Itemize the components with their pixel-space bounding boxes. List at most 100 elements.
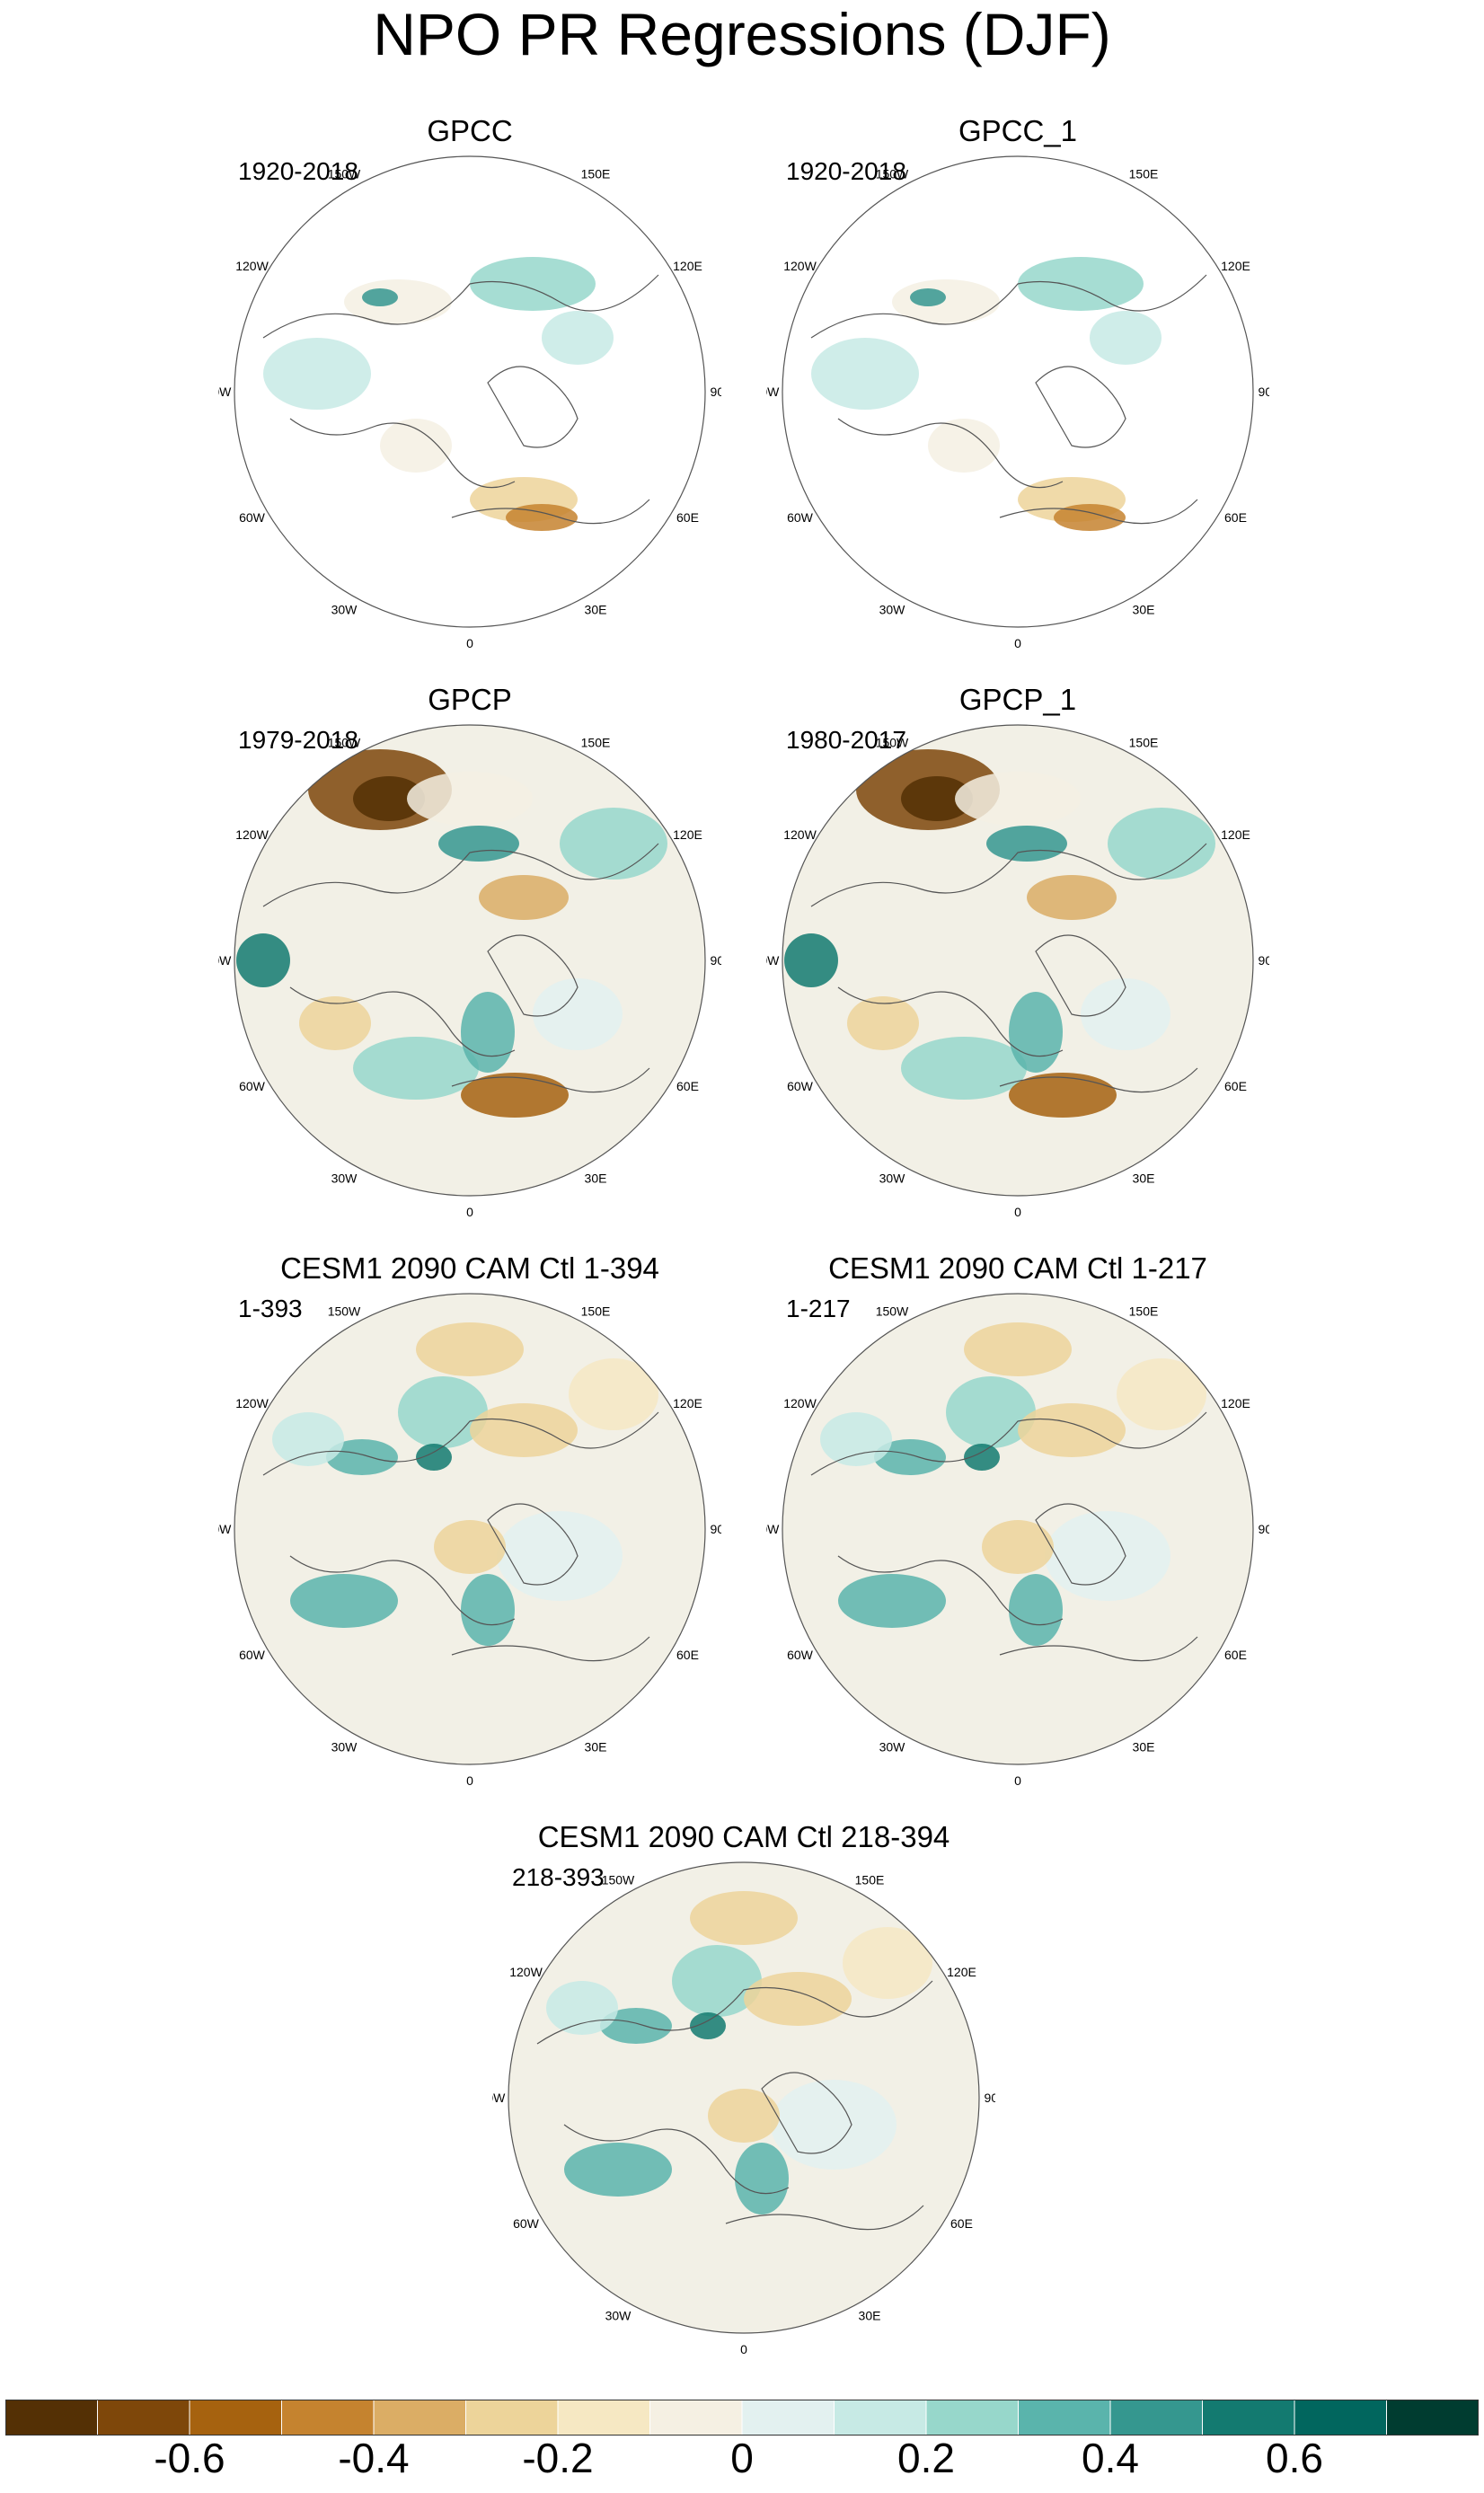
longitude-label: 30W	[879, 1171, 906, 1185]
longitude-label: 120E	[673, 827, 702, 842]
colorbar-tick-label: -0.2	[522, 2435, 594, 2481]
anomaly-shading	[1081, 978, 1170, 1050]
panel-period: 1979-2018	[238, 726, 358, 754]
panel-period: 1980-2017	[786, 726, 906, 754]
longitude-label: 120E	[673, 259, 702, 273]
anomaly-shading	[600, 2008, 672, 2044]
longitude-label: 150E	[855, 1873, 885, 1887]
colorbar-segment	[649, 2400, 743, 2436]
colorbar-segment	[465, 2400, 559, 2436]
anomaly-shading	[1018, 257, 1144, 311]
colorbar-segment	[1294, 2400, 1387, 2436]
anomaly-shading	[546, 1981, 618, 2035]
longitude-label: 60E	[1224, 1079, 1247, 1093]
polar-map: 180150E120E90E60E30E030W60W90W120W150W	[218, 1293, 721, 1788]
panel-period: 1-393	[238, 1295, 303, 1322]
longitude-label: 30E	[1133, 1171, 1155, 1185]
coastline	[536, 1980, 933, 2231]
colorbar-tick-label: 0.6	[1266, 2435, 1323, 2481]
colorbar-segment	[741, 2400, 835, 2436]
anomaly-shading	[470, 257, 596, 311]
map-boundary	[782, 155, 1254, 628]
panel-period: 1-217	[786, 1295, 851, 1322]
anomaly-shading	[735, 2143, 789, 2215]
longitude-label: 60W	[239, 1648, 266, 1662]
colorbar-tick-label: 0.4	[1082, 2435, 1139, 2481]
longitude-label: 60E	[1224, 1648, 1247, 1662]
anomaly-shading	[416, 1322, 524, 1376]
panel-period: 1920-2018	[786, 157, 906, 185]
longitude-label: 30E	[1133, 1739, 1155, 1754]
colorbar	[5, 2400, 1479, 2436]
anomaly-shading	[263, 338, 371, 410]
longitude-label: 150E	[1129, 1304, 1159, 1319]
longitude-label: 90W	[218, 385, 232, 399]
longitude-label: 60E	[950, 2216, 973, 2231]
panel-title: GPCC	[427, 114, 513, 147]
longitude-label: 60E	[676, 1648, 699, 1662]
polar-map: 180150E120E90E60E30E030W60W90W120W150W	[218, 724, 721, 1219]
longitude-label: 150E	[581, 1304, 611, 1319]
coastline	[810, 843, 1207, 1093]
anomaly-shading	[533, 978, 623, 1050]
colorbar-segment	[1202, 2400, 1295, 2436]
map-panel: GPCC_11920-2018180150E120E90E60E30E030W6…	[766, 113, 1269, 652]
polar-map: 180150E120E90E60E30E030W60W90W120W150W	[766, 724, 1269, 1219]
longitude-label: 150W	[876, 736, 909, 750]
map-panel: CESM1 2090 CAM Ctl 1-3941-393180150E120E…	[218, 1251, 721, 1790]
anomaly-shading	[236, 933, 290, 987]
longitude-label: 120W	[783, 1396, 817, 1410]
anomaly-shading	[461, 992, 515, 1073]
longitude-label: 150W	[328, 167, 361, 181]
coastline	[810, 274, 1207, 525]
figure-title: NPO PR Regressions (DJF)	[373, 1, 1111, 67]
anomaly-shading	[1108, 808, 1215, 880]
longitude-label: 0	[1014, 1773, 1021, 1788]
anomaly-shading	[380, 419, 452, 473]
anomaly-shading	[1009, 1073, 1117, 1118]
coastline	[262, 843, 659, 1093]
longitude-label: 90W	[766, 953, 780, 968]
longitude-label: 90E	[985, 2091, 995, 2105]
anomaly-shading	[901, 1037, 1027, 1100]
anomaly-shading	[784, 933, 838, 987]
longitude-label: 120W	[235, 827, 269, 842]
longitude-label: 60W	[787, 510, 814, 525]
anomaly-shading	[986, 826, 1067, 862]
map-boundary	[508, 1861, 980, 2334]
anomaly-shading	[1009, 992, 1063, 1073]
anomaly-shading	[843, 1927, 932, 1999]
longitude-label: 150W	[876, 167, 909, 181]
anomaly-shading	[353, 1037, 479, 1100]
anomaly-shading	[479, 875, 569, 920]
longitude-label: 90E	[711, 385, 721, 399]
map-panel: CESM1 2090 CAM Ctl 218-394218-393180150E…	[492, 1819, 995, 2358]
longitude-label: 150W	[328, 1304, 361, 1319]
colorbar-frame	[5, 2400, 1479, 2436]
longitude-label: 150E	[1129, 167, 1159, 181]
longitude-label: 120E	[1221, 1396, 1250, 1410]
longitude-label: 60W	[239, 1079, 266, 1093]
longitude-label: 150E	[1129, 736, 1159, 750]
longitude-label: 90W	[218, 1522, 232, 1536]
anomaly-shading	[690, 1891, 798, 1945]
polar-map: 180150E120E90E60E30E030W60W90W120W150W	[766, 155, 1269, 650]
longitude-label: 60W	[513, 2216, 540, 2231]
colorbar-segment	[1109, 2400, 1203, 2436]
anomaly-shading	[690, 2012, 726, 2039]
anomaly-shading	[1054, 504, 1126, 531]
longitude-label: 30E	[585, 602, 607, 616]
anomaly-shading	[290, 1574, 398, 1628]
longitude-label: 0	[740, 2342, 747, 2356]
polar-map: 180150E120E90E60E30E030W60W90W120W150W	[492, 1861, 995, 2356]
panel-title: CESM1 2090 CAM Ctl 1-217	[828, 1251, 1207, 1285]
panel-title: GPCP_1	[958, 683, 1077, 716]
longitude-label: 150E	[581, 736, 611, 750]
colorbar-segment	[1386, 2400, 1479, 2436]
longitude-label: 60W	[787, 1648, 814, 1662]
panel-title: CESM1 2090 CAM Ctl 218-394	[537, 1820, 950, 1853]
colorbar-segment	[5, 2400, 98, 2436]
anomaly-shading	[416, 1444, 452, 1471]
anomaly-shading	[910, 288, 946, 306]
anomaly-shading	[811, 338, 919, 410]
